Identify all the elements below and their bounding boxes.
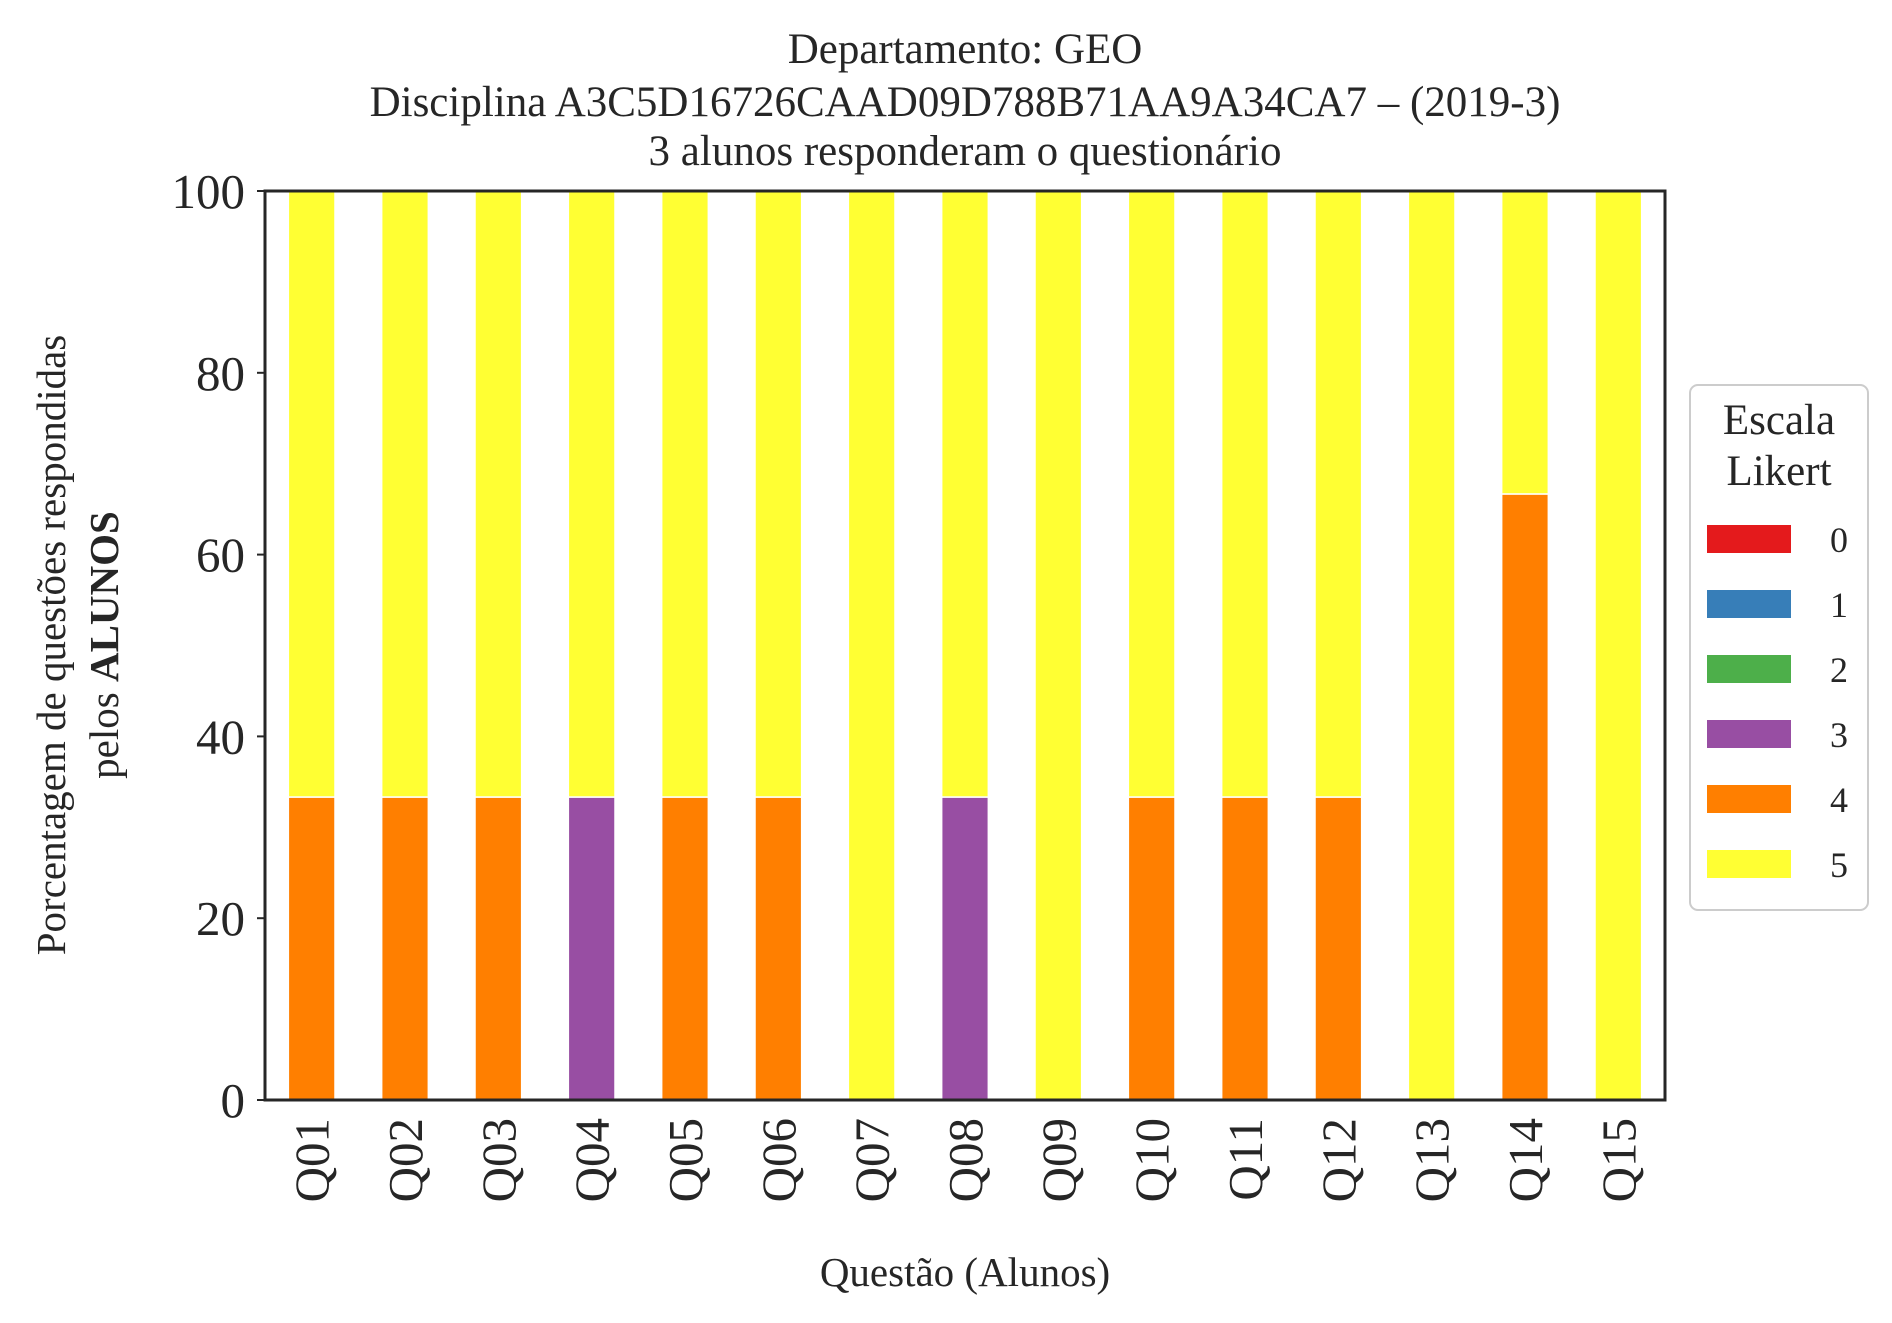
x-tick-label: Q13 — [1405, 1118, 1460, 1202]
bar-Q12-scale-4 — [1314, 796, 1363, 1101]
bar-Q13-scale-5 — [1407, 190, 1456, 1101]
chart-title: Departamento: GEO Disciplina A3C5D16726C… — [370, 26, 1561, 175]
legend-label-2: 2 — [1830, 650, 1848, 690]
chart-title-line-2: Disciplina A3C5D16726CAAD09D788B71AA9A34… — [370, 79, 1561, 126]
x-tick-label: Q15 — [1591, 1118, 1646, 1202]
x-tick-label: Q05 — [658, 1118, 713, 1202]
bar-Q11-scale-5 — [1220, 190, 1270, 798]
legend: Escala Likert 0 1 2 3 4 5 — [1689, 384, 1869, 911]
bar-Q10-scale-5 — [1127, 190, 1176, 798]
bar-Q02-scale-4 — [380, 796, 430, 1101]
y-tick-label: 0 — [221, 1073, 246, 1128]
bar-Q05-scale-5 — [660, 190, 710, 798]
chart-title-line-1: Departamento: GEO — [788, 26, 1143, 73]
x-tick-label: Q07 — [845, 1118, 900, 1202]
y-axis-label-line-2: pelos ALUNOS — [81, 511, 127, 779]
bar-Q01-scale-4 — [287, 796, 336, 1101]
legend-label-5: 5 — [1830, 845, 1848, 885]
x-tick-label: Q14 — [1498, 1118, 1553, 1202]
chart-title-line-3: 3 alunos responderam o questionário — [649, 128, 1282, 175]
legend-frame — [1689, 384, 1869, 911]
legend-swatch-5 — [1707, 850, 1791, 878]
legend-label-3: 3 — [1830, 715, 1848, 755]
x-tick-label: Q11 — [1218, 1118, 1273, 1201]
bar-Q07-scale-5 — [847, 190, 896, 1101]
x-tick-label: Q06 — [751, 1118, 806, 1202]
bar-Q04-scale-5 — [567, 190, 616, 798]
legend-title-line-1: Escala — [1723, 397, 1835, 444]
y-axis-label-prefix: pelos — [81, 682, 127, 779]
y-tick-label: 60 — [196, 528, 245, 583]
bar-Q06-scale-5 — [754, 190, 803, 798]
plot-frame — [263, 189, 1667, 1102]
legend-items: 0 1 2 3 4 5 — [1707, 520, 1848, 885]
bar-Q02-scale-5 — [380, 190, 430, 798]
bar-Q09-scale-5 — [1034, 190, 1083, 1101]
y-tick-label: 80 — [196, 346, 245, 401]
bar-Q08-scale-3 — [940, 796, 990, 1101]
bar-Q10-scale-4 — [1127, 796, 1176, 1101]
legend-label-4: 4 — [1830, 780, 1848, 820]
x-tick-label: Q04 — [565, 1118, 620, 1202]
legend-swatch-3 — [1707, 720, 1791, 748]
legend-swatch-2 — [1707, 655, 1791, 683]
x-tick-label: Q08 — [938, 1118, 993, 1202]
x-tick-label: Q12 — [1311, 1118, 1366, 1202]
bars — [287, 190, 1643, 1101]
bar-Q15-scale-5 — [1594, 190, 1643, 1101]
x-axis-label: Questão (Alunos) — [820, 1249, 1110, 1295]
bar-Q14-scale-5 — [1500, 190, 1550, 495]
y-tick-label: 40 — [196, 709, 245, 764]
bar-Q04-scale-3 — [567, 796, 616, 1101]
bar-Q01-scale-5 — [287, 190, 336, 798]
y-axis-label: Porcentagem de questões respondidas pelo… — [28, 335, 127, 956]
x-tick-label: Q03 — [471, 1118, 526, 1202]
y-tick-label: 100 — [172, 164, 246, 219]
legend-title-line-2: Likert — [1726, 448, 1831, 495]
legend-swatch-0 — [1707, 525, 1791, 553]
bar-Q03-scale-5 — [474, 190, 523, 798]
x-tick-label: Q02 — [378, 1118, 433, 1202]
x-tick-label: Q09 — [1031, 1118, 1086, 1202]
y-tick-label: 20 — [196, 891, 245, 946]
bar-Q05-scale-4 — [660, 796, 710, 1101]
x-tick-label: Q01 — [285, 1118, 340, 1202]
legend-swatch-1 — [1707, 590, 1791, 618]
bar-Q03-scale-4 — [474, 796, 523, 1101]
y-axis-ticks: 0 20 40 60 80 100 — [172, 164, 265, 1128]
bar-Q06-scale-4 — [754, 796, 803, 1101]
legend-swatch-4 — [1707, 785, 1791, 813]
bar-Q14-scale-4 — [1500, 493, 1550, 1101]
bar-Q12-scale-5 — [1314, 190, 1363, 798]
y-axis-label-line-1: Porcentagem de questões respondidas — [28, 335, 74, 956]
y-axis-label-bold: ALUNOS — [81, 511, 127, 682]
x-axis-ticks: Q01 Q02 Q03 Q04 Q05 Q06 Q07 Q08 Q09 Q10 Q11 Q12 Q13 Q… — [285, 1118, 1647, 1202]
bar-Q08-scale-5 — [940, 190, 990, 798]
x-tick-label: Q10 — [1125, 1118, 1180, 1202]
legend-label-0: 0 — [1830, 520, 1848, 560]
legend-label-1: 1 — [1830, 585, 1848, 625]
bar-Q11-scale-4 — [1220, 796, 1270, 1101]
